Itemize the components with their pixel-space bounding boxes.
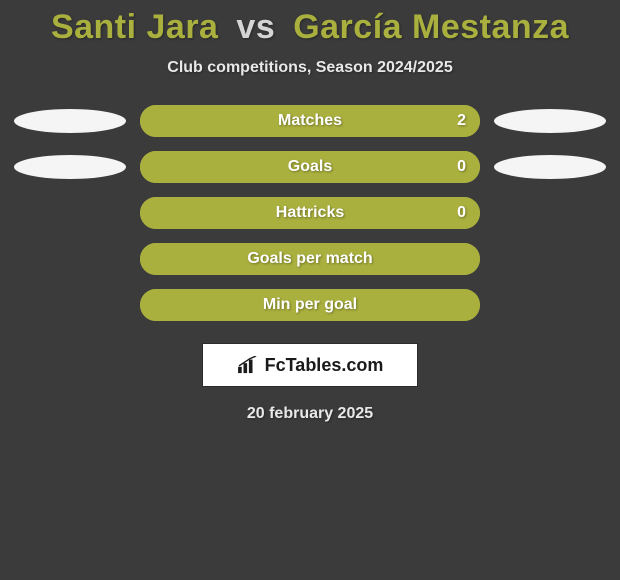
comparison-rows: Matches 2 Goals 0 Hattricks 0 Goals per match M…	[0, 105, 620, 321]
stat-row: Goals 0	[0, 151, 620, 183]
stat-value-right: 0	[457, 158, 466, 176]
stat-value-right: 2	[457, 112, 466, 130]
player1-marker	[14, 109, 126, 133]
stat-bar: Goals per match	[140, 243, 480, 275]
stat-label: Matches	[278, 112, 342, 130]
stat-bar: Matches 2	[140, 105, 480, 137]
stat-row: Min per goal	[0, 289, 620, 321]
stat-label: Goals	[288, 158, 332, 176]
stat-label: Goals per match	[247, 250, 372, 268]
stat-row: Goals per match	[0, 243, 620, 275]
page-title: Santi Jara vs García Mestanza	[51, 8, 569, 47]
player2-marker	[494, 109, 606, 133]
stat-label: Hattricks	[276, 204, 344, 222]
comparison-infographic: Santi Jara vs García Mestanza Club compe…	[0, 0, 620, 580]
stat-row: Matches 2	[0, 105, 620, 137]
left-marker-cell	[0, 155, 140, 179]
player1-marker	[14, 155, 126, 179]
stat-bar: Goals 0	[140, 151, 480, 183]
bar-chart-icon	[237, 356, 259, 374]
player2-name: García Mestanza	[293, 8, 569, 46]
versus-text: vs	[236, 8, 275, 46]
player1-name: Santi Jara	[51, 8, 219, 46]
subtitle: Club competitions, Season 2024/2025	[167, 59, 452, 77]
right-marker-cell	[480, 155, 620, 179]
footer-date: 20 february 2025	[247, 405, 373, 423]
stat-bar: Hattricks 0	[140, 197, 480, 229]
brand-text: FcTables.com	[265, 355, 384, 376]
stat-bar: Min per goal	[140, 289, 480, 321]
left-marker-cell	[0, 109, 140, 133]
stat-row: Hattricks 0	[0, 197, 620, 229]
right-marker-cell	[480, 109, 620, 133]
stat-value-right: 0	[457, 204, 466, 222]
player2-marker	[494, 155, 606, 179]
stat-label: Min per goal	[263, 296, 357, 314]
branding-box: FcTables.com	[202, 343, 418, 387]
